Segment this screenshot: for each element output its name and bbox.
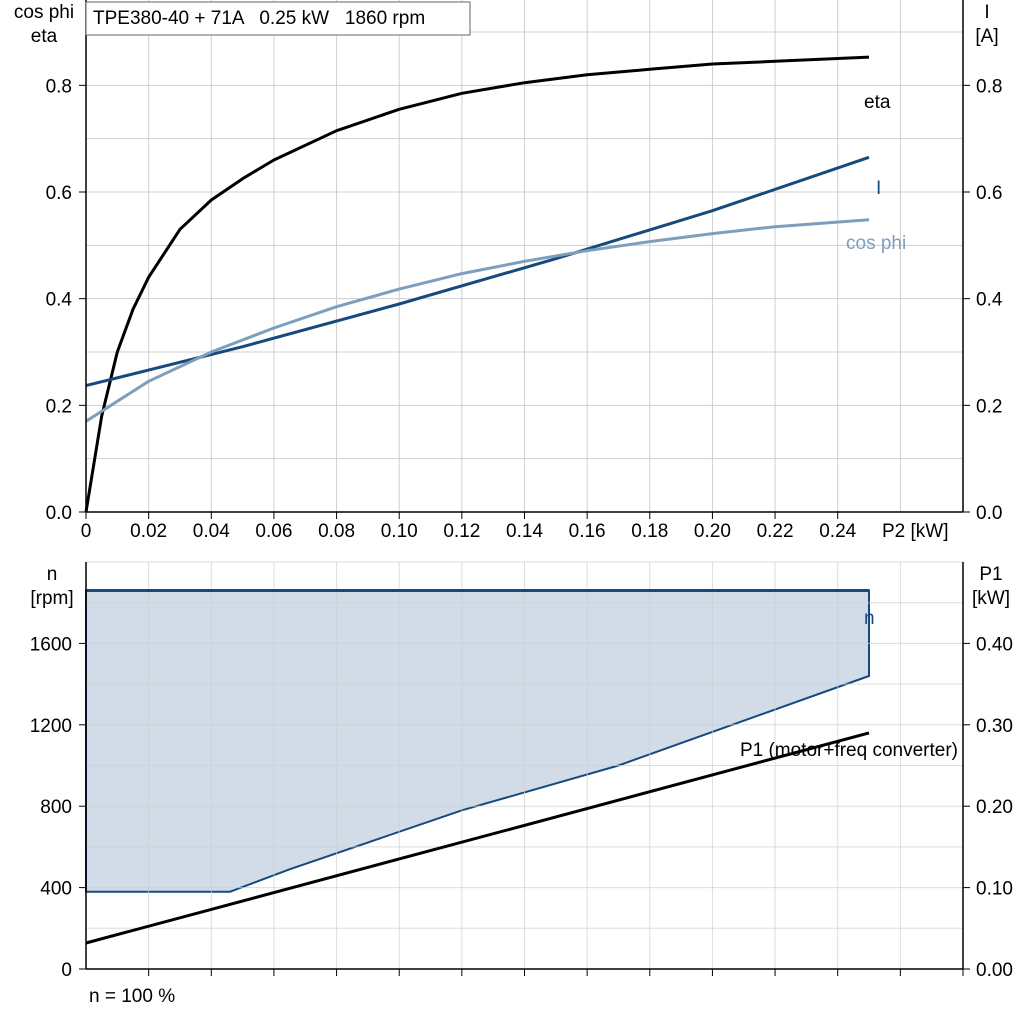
series-line-p1 bbox=[85, 731, 870, 945]
bottom-right-tick-label: 0.10 bbox=[976, 879, 1013, 900]
series-label-cos-phi: cos phi bbox=[846, 233, 906, 254]
top-x-tick-label: 0.24 bbox=[819, 521, 856, 542]
top-x-tick-label: 0.18 bbox=[631, 521, 668, 542]
series-label-p1: P1 (motor+freq converter) bbox=[740, 740, 958, 761]
top-x-tick-label: 0.08 bbox=[318, 521, 355, 542]
top-left-tick-label: 0.2 bbox=[46, 396, 72, 417]
bottom-grid: 0 400 800 1200 1600 0.00 0.10 0.20 0.30 0.40 bbox=[30, 561, 1013, 981]
series-line-cos-phi bbox=[85, 218, 870, 423]
top-right-tick-label: 0.6 bbox=[976, 183, 1002, 204]
bottom-left-tick-label: 1200 bbox=[30, 716, 72, 737]
top-right-tick-label: 0.2 bbox=[976, 396, 1002, 417]
top-right-axis-label-1: I bbox=[984, 2, 989, 23]
series-label-I: I bbox=[876, 178, 881, 199]
bottom-right-tick-label: 0.00 bbox=[976, 960, 1013, 981]
top-right-tick-label: 0.0 bbox=[976, 503, 1002, 524]
top-left-tick-label: 0.6 bbox=[46, 183, 72, 204]
bottom-right-tick-label: 0.30 bbox=[976, 716, 1013, 737]
top-left-axis-label-1: cos phi bbox=[14, 2, 74, 23]
bottom-left-tick-label: 0 bbox=[61, 960, 72, 981]
top-right-tick-label: 0.4 bbox=[976, 290, 1003, 311]
series-line-eta bbox=[84, 55, 870, 513]
top-x-tick-label: 0.14 bbox=[506, 521, 543, 542]
bottom-left-tick-label: 400 bbox=[40, 879, 72, 900]
top-x-axis-label: P2 [kW] bbox=[882, 521, 949, 542]
bottom-right-axis-label-2: [kW] bbox=[972, 588, 1010, 609]
top-left-axis-label-2: eta bbox=[31, 26, 58, 47]
top-x-tick-label: 0.06 bbox=[255, 521, 292, 542]
top-left-tick-label: 0.8 bbox=[46, 76, 72, 97]
top-x-tick-label: 0.10 bbox=[381, 521, 418, 542]
top-left-tick-label: 0.0 bbox=[46, 503, 72, 524]
bottom-right-tick-label: 0.40 bbox=[976, 634, 1013, 655]
top-right-axis-label-2: [A] bbox=[975, 26, 998, 47]
title-box bbox=[85, 1, 471, 36]
top-left-tick-label: 0.4 bbox=[46, 290, 73, 311]
bottom-series: n P1 (motor+freq converter) bbox=[85, 589, 958, 945]
bottom-left-axis-label-1: n bbox=[47, 564, 58, 585]
top-x-tick-label: 0.20 bbox=[694, 521, 731, 542]
series-line-I bbox=[85, 155, 870, 388]
bottom-left-tick-label: 1600 bbox=[30, 634, 72, 655]
top-right-tick-label: 0.8 bbox=[976, 76, 1002, 97]
speed-footer-note: n = 100 % bbox=[89, 986, 175, 1007]
series-label-eta: eta bbox=[864, 92, 891, 113]
top-x-tick-label: 0 bbox=[81, 521, 92, 542]
bottom-right-axis-label-1: P1 bbox=[979, 564, 1002, 585]
series-label-speed: n bbox=[864, 608, 875, 629]
bottom-left-axis-label-2: [rpm] bbox=[30, 588, 73, 609]
top-x-tick-label: 0.16 bbox=[569, 521, 606, 542]
top-x-tick-label: 0.04 bbox=[193, 521, 230, 542]
bottom-right-tick-label: 0.20 bbox=[976, 797, 1013, 818]
bottom-left-tick-label: 800 bbox=[40, 797, 72, 818]
top-x-tick-label: 0.12 bbox=[443, 521, 480, 542]
top-x-tick-label: 0.22 bbox=[757, 521, 794, 542]
chart-title: TPE380-40 + 71A 0.25 kW 1860 rpm bbox=[93, 8, 425, 29]
top-x-tick-label: 0.02 bbox=[130, 521, 167, 542]
